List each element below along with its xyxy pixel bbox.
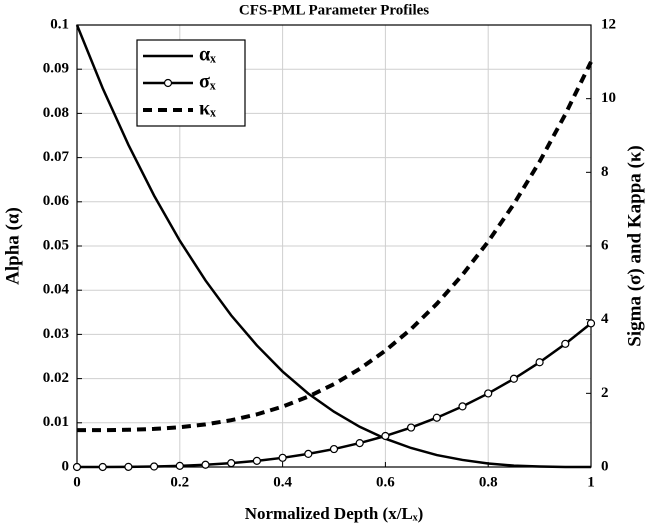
series-marker xyxy=(150,462,159,471)
y-tick-label: 0 xyxy=(62,458,70,474)
chart-title: CFS-PML Parameter Profiles xyxy=(239,2,429,18)
y-tick-label: 0.06 xyxy=(43,193,70,209)
x-tick-label: 0.2 xyxy=(170,474,189,490)
y2-tick-label: 2 xyxy=(601,385,609,401)
legend-label: σₓ xyxy=(199,71,216,93)
y2-axis-label: Sigma (σ) and Kappa (κ) xyxy=(624,145,645,346)
y-tick-label: 0.04 xyxy=(43,282,70,298)
series-marker xyxy=(355,438,364,448)
series-marker xyxy=(484,389,493,398)
y2-tick-label: 8 xyxy=(601,164,609,180)
series-marker xyxy=(458,402,467,411)
series-marker xyxy=(329,444,339,454)
series-marker xyxy=(278,453,287,462)
series-marker xyxy=(304,449,313,459)
y-tick-label: 0.02 xyxy=(43,370,69,386)
series-marker xyxy=(201,460,210,469)
legend-marker xyxy=(163,78,173,88)
y-tick-label: 0.07 xyxy=(43,149,70,165)
y-tick-label: 0.08 xyxy=(43,105,69,121)
x-tick-label: 1 xyxy=(587,474,595,490)
y-tick-label: 0.03 xyxy=(43,326,69,342)
series-marker xyxy=(72,462,82,472)
series-marker xyxy=(98,462,107,472)
x-axis-label: Normalized Depth (x/Lₓ) xyxy=(245,504,424,523)
y2-tick-label: 12 xyxy=(601,16,616,32)
x-tick-label: 0.6 xyxy=(376,474,395,490)
series-marker xyxy=(227,459,236,468)
y2-tick-label: 10 xyxy=(601,90,616,106)
series-marker xyxy=(432,413,441,422)
series-marker xyxy=(586,319,596,328)
legend-label: κₓ xyxy=(199,98,216,120)
series-marker xyxy=(381,431,390,441)
series-marker xyxy=(252,456,261,465)
x-tick-label: 0 xyxy=(73,474,81,490)
y-tick-label: 0.05 xyxy=(43,237,69,253)
legend-label: αₓ xyxy=(199,44,216,66)
x-tick-label: 0.4 xyxy=(273,474,292,490)
y2-tick-label: 6 xyxy=(601,237,609,253)
y-tick-label: 0.09 xyxy=(43,61,69,77)
y2-tick-label: 0 xyxy=(601,458,609,474)
y-axis-label: Alpha (α) xyxy=(2,207,23,285)
series-marker xyxy=(407,423,416,432)
series-marker xyxy=(535,358,544,367)
series-marker xyxy=(509,374,519,383)
y2-tick-label: 4 xyxy=(601,311,609,327)
series-marker xyxy=(124,462,133,471)
y-tick-label: 0.01 xyxy=(43,414,69,430)
series-line xyxy=(75,24,591,469)
x-tick-label: 0.8 xyxy=(479,474,498,490)
y-tick-label: 0.1 xyxy=(50,16,69,32)
plot-frame xyxy=(76,24,592,468)
series-marker xyxy=(175,461,184,470)
series-marker xyxy=(561,339,570,348)
